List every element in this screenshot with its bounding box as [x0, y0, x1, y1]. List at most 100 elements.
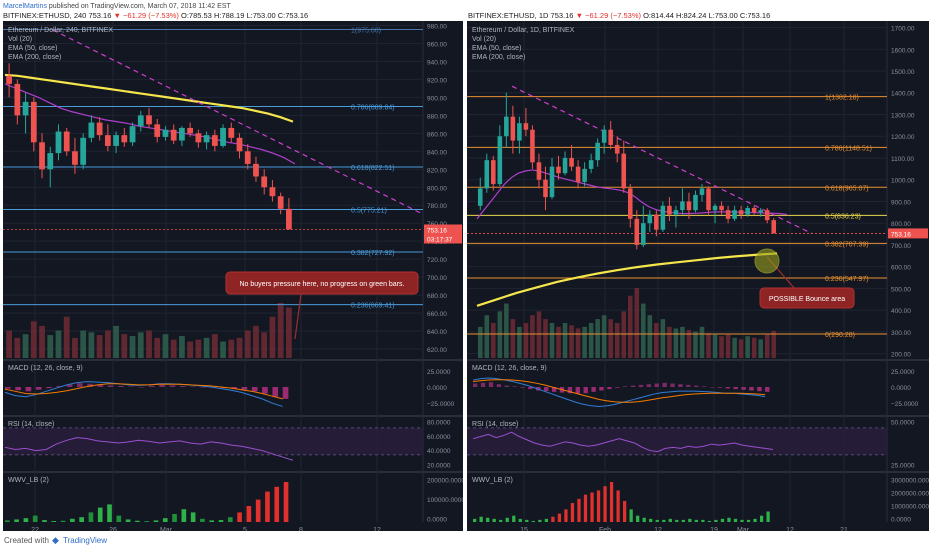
chart-right[interactable]: 1700.00 1600.00 1500.00 1400.00 1300.00 1200.…: [467, 21, 929, 531]
ema200-line: [4, 73, 294, 123]
volume-bar: [113, 325, 119, 358]
wwv-bar: [200, 518, 205, 522]
x-axis-background: [3, 522, 463, 531]
chart-left[interactable]: 980.00960.00940.00920.00900.00880.00860.…: [3, 21, 463, 531]
footer: Created with ◆ TradingView: [0, 532, 932, 550]
publish-header: MarcelMartins published on TradingView.c…: [0, 0, 932, 20]
candle-body: [627, 188, 633, 219]
fib-level-label: 0.236(547.97): [825, 276, 869, 283]
fib-level-label: 0.618(822.51): [351, 165, 395, 172]
y-tick-label: 960.00: [427, 41, 447, 48]
macd-histogram-bar: [757, 387, 762, 392]
rsi-label: RSI (14, close): [472, 421, 518, 428]
wwv-bar: [23, 518, 29, 522]
volume-bar: [491, 323, 496, 358]
macd-histogram-bar: [504, 385, 509, 387]
candle-body: [764, 210, 770, 221]
macd-histogram-bar: [190, 386, 196, 387]
volume-bar: [693, 331, 698, 358]
candle-body: [491, 160, 496, 185]
y-tick-label: 920.00: [427, 77, 447, 84]
macd-histogram-bar: [741, 387, 746, 390]
volume-bar: [104, 330, 111, 358]
macd-histogram-bar: [56, 385, 63, 387]
volume-bar: [608, 319, 613, 358]
volume-bar: [244, 330, 251, 358]
candle-body: [236, 137, 243, 152]
y-tick-label: 1300.00: [891, 112, 915, 119]
volume-bar: [236, 337, 243, 358]
footer-brand[interactable]: TradingView: [63, 536, 108, 545]
wwv-bar: [544, 518, 548, 522]
right-symbol-line: BITFINEX:ETHUSD, 1D 753.16 ▼ −61.29 (−7.…: [468, 11, 770, 20]
wwv-bar: [629, 509, 633, 522]
wwv-bar: [766, 511, 770, 522]
candle-body: [497, 136, 503, 185]
volume-bar: [6, 330, 12, 358]
wwv-bar: [32, 515, 38, 522]
candle-body: [588, 160, 594, 169]
author-link[interactable]: MarcelMartins: [3, 3, 47, 10]
candle-body: [96, 122, 103, 136]
rsi-label: RSI (14, close): [8, 421, 54, 428]
y-tick-label: 800.00: [891, 221, 911, 228]
left-ohlc: O:785.53 H:788.19 L:753.00 C:753.16: [181, 11, 309, 20]
macd-histogram-bar: [87, 383, 93, 387]
wwv-bar: [538, 519, 542, 522]
wwv-bar: [681, 519, 685, 522]
candle-body: [641, 223, 646, 245]
volume-bar: [39, 325, 45, 358]
macd-histogram-bar: [567, 387, 573, 394]
volume-bar: [497, 311, 503, 358]
macd-histogram-bar: [544, 387, 549, 392]
candle-body: [211, 135, 218, 146]
volume-bar: [96, 335, 103, 358]
x-tick-label: Mar: [737, 527, 750, 531]
macd-histogram-bar: [262, 387, 268, 394]
macd-histogram-bar: [15, 387, 21, 391]
candle-body: [63, 131, 70, 152]
countdown-label-box: [424, 234, 462, 244]
candle-body: [634, 218, 640, 245]
wwv-bar: [237, 512, 242, 522]
volume-bar: [738, 339, 744, 358]
volume-bar: [556, 326, 561, 358]
annotation-box: [225, 271, 419, 295]
wwv-bar: [473, 518, 477, 522]
volume-bar: [30, 321, 37, 358]
header-publish-line: MarcelMartins published on TradingView.c…: [3, 3, 231, 10]
candle-body: [162, 129, 169, 137]
macd-histogram-bar: [480, 382, 486, 387]
wwv-bar: [181, 509, 187, 522]
volume-bar: [673, 328, 679, 358]
wwv-bar: [701, 519, 705, 522]
candle-body: [154, 124, 161, 137]
y-tick-label: 780.00: [427, 203, 447, 210]
y-tick-label: 620.00: [427, 347, 447, 354]
wwv-bar: [759, 515, 764, 522]
candle-body: [104, 135, 111, 146]
wwv-bar: [505, 517, 509, 522]
y-tick-label: 500.00: [891, 286, 911, 293]
x-tick-label: 21: [840, 527, 848, 531]
candle-body: [277, 196, 284, 209]
macd-histogram-bar: [77, 383, 83, 387]
wwv-bar: [265, 491, 270, 522]
footer-created-with: Created with: [4, 536, 49, 545]
wwv-bar: [218, 520, 224, 522]
candle-body: [72, 151, 78, 165]
wwv-bar: [570, 503, 575, 522]
x-tick-label: 22: [31, 527, 39, 531]
volume-bar: [719, 336, 724, 358]
volume-bar: [706, 333, 711, 358]
candle-body: [712, 205, 718, 211]
volume-bar: [253, 325, 259, 358]
y-tick-label: 660.00: [427, 311, 447, 318]
wwv-bar: [531, 520, 535, 522]
y-tick-label: 700.00: [891, 243, 911, 250]
y-tick-label: 880.00: [427, 113, 447, 120]
y-tick-label: 840.00: [427, 149, 447, 156]
volume-bar: [751, 337, 757, 358]
volume-bar: [220, 341, 226, 358]
macd-signal-line: [472, 379, 766, 403]
